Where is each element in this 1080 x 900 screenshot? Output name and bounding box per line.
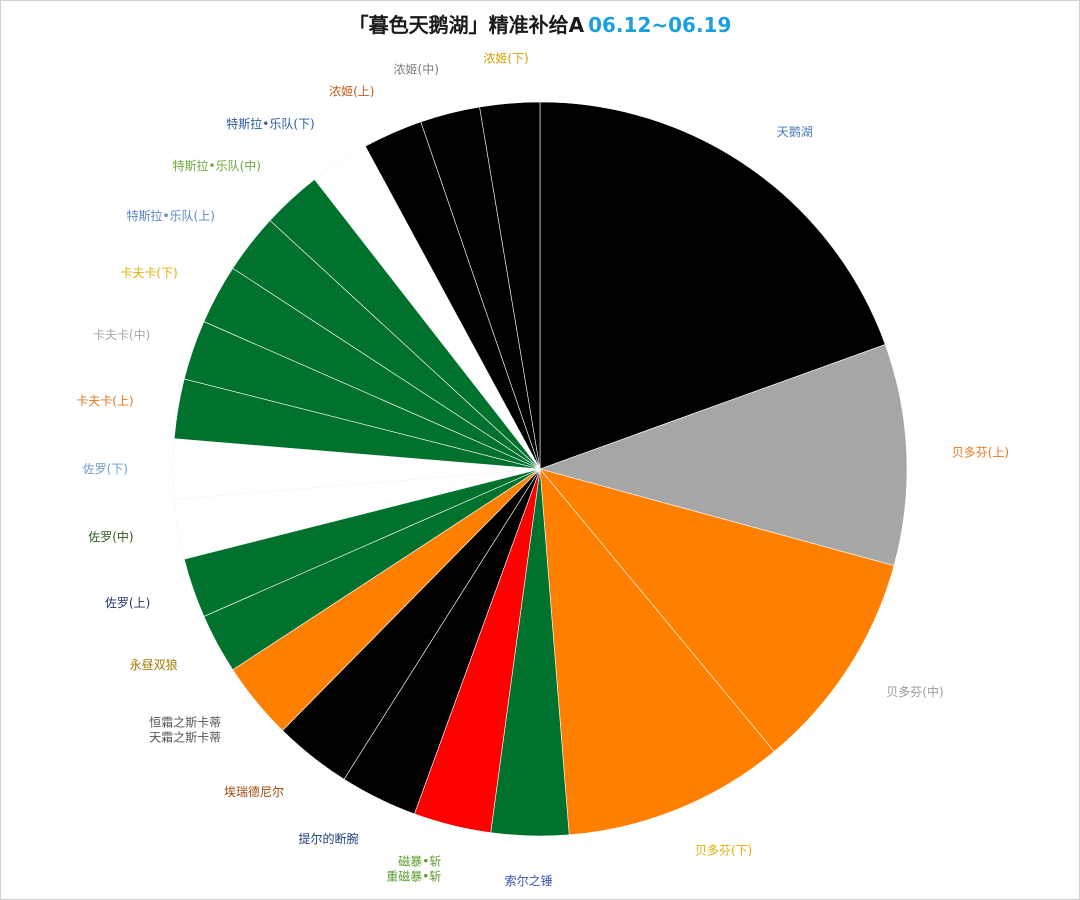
- slice-label: 特斯拉•乐队(下): [226, 116, 314, 131]
- slice-label: 浓姬(下): [483, 51, 528, 65]
- pie-slice: [539, 468, 775, 836]
- pie-slice: [539, 468, 895, 753]
- pie-slice: [539, 344, 908, 566]
- pie-slice: [479, 101, 541, 470]
- chart-title-dates: 06.12~06.19: [588, 13, 732, 37]
- slice-label: 浓姬(中): [394, 62, 439, 77]
- slice-label: 磁暴•斩重磁暴•斩: [386, 854, 441, 884]
- slice-label: 永昼双狼: [130, 657, 178, 672]
- slice-label: 贝多芬(下): [695, 844, 752, 858]
- slice-label: 天鹅湖: [777, 124, 813, 139]
- slice-label: 提尔的断腕: [298, 831, 358, 846]
- slice-label: 卡夫卡(下): [120, 266, 177, 280]
- slice-label: 卡夫卡(上): [76, 394, 133, 408]
- pie-slices: [172, 101, 908, 837]
- slice-label: 佐罗(上): [105, 596, 150, 610]
- chart-title: 「暮色天鹅湖」精准补给A 06.12~06.19: [0, 9, 1080, 38]
- slice-label: 特斯拉•乐队(中): [173, 158, 261, 173]
- slice-label: 索尔之锤: [505, 873, 553, 888]
- slice-label: 佐罗(下): [83, 462, 128, 476]
- slice-label: 佐罗(中): [88, 529, 133, 544]
- slice-label: 浓姬(上): [329, 85, 374, 99]
- chart-title-main: 「暮色天鹅湖」精准补给A: [348, 13, 585, 37]
- pie-slice: [539, 101, 886, 470]
- slice-label: 贝多芬(上): [952, 446, 1009, 460]
- slice-label: 恒霜之斯卡蒂天霜之斯卡蒂: [149, 715, 221, 744]
- slice-label: 埃瑞德尼尔: [224, 784, 284, 799]
- slice-label: 特斯拉•乐队(上): [126, 208, 214, 223]
- slice-label: 贝多芬(中): [886, 684, 943, 699]
- slice-label: 卡夫卡(中): [93, 327, 150, 342]
